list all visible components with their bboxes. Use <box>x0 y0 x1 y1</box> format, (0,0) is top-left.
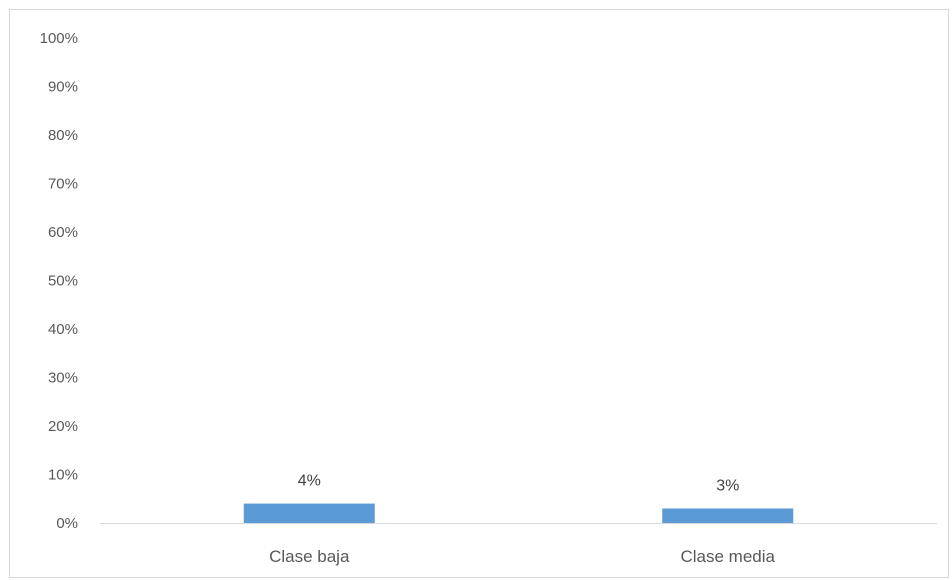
y-tick-label: 20% <box>48 418 78 435</box>
y-axis-labels: 0% 10% 20% 30% 40% 50% 60% 70% 80% 90% 100% <box>40 30 78 532</box>
y-tick-label: 0% <box>56 515 78 532</box>
y-tick-label: 30% <box>48 370 78 387</box>
y-tick-label: 70% <box>48 176 78 193</box>
bars <box>243 503 794 523</box>
data-labels: 4% 3% <box>298 473 740 495</box>
y-tick-label: 90% <box>48 79 78 96</box>
category-label: Clase media <box>681 547 776 566</box>
y-tick-label: 80% <box>48 127 78 144</box>
data-label: 3% <box>716 477 739 494</box>
y-tick-label: 40% <box>48 321 78 338</box>
y-tick-label: 10% <box>48 467 78 484</box>
bar <box>243 503 375 523</box>
bar <box>662 508 794 523</box>
y-tick-label: 50% <box>48 273 78 290</box>
data-label: 4% <box>298 473 321 490</box>
category-labels: Clase baja Clase media <box>269 547 775 566</box>
y-tick-label: 100% <box>40 30 78 47</box>
category-label: Clase baja <box>269 547 350 566</box>
y-tick-label: 60% <box>48 224 78 241</box>
chart-frame <box>9 9 949 578</box>
